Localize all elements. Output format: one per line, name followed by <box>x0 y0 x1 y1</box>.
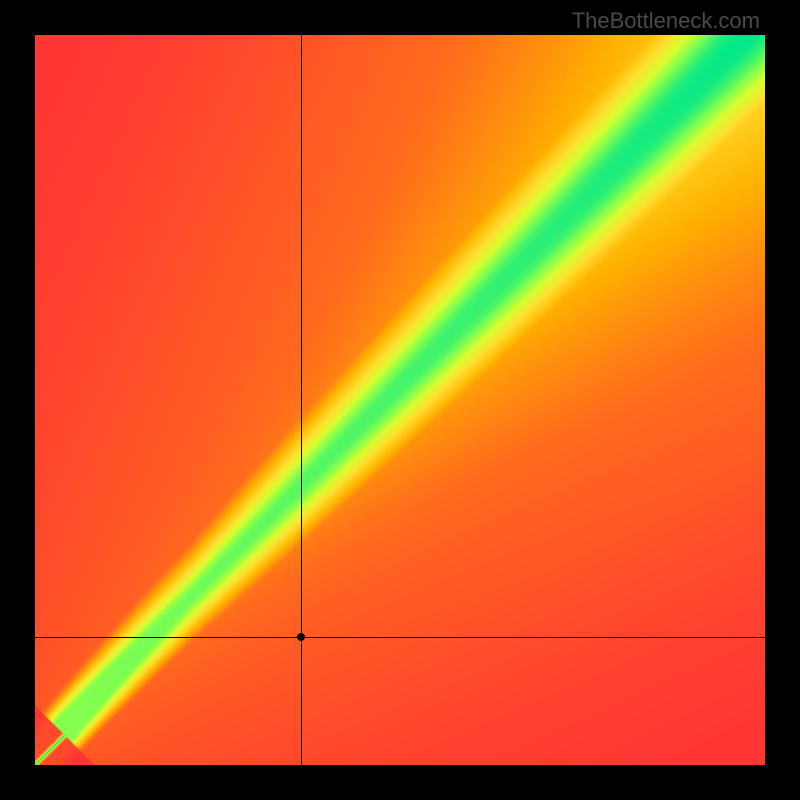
crosshair-dot <box>297 633 305 641</box>
heatmap-plot <box>35 35 765 765</box>
crosshair-horizontal <box>35 637 765 638</box>
crosshair-vertical <box>301 35 302 765</box>
heatmap-canvas <box>35 35 765 765</box>
watermark-text: TheBottleneck.com <box>572 8 760 34</box>
